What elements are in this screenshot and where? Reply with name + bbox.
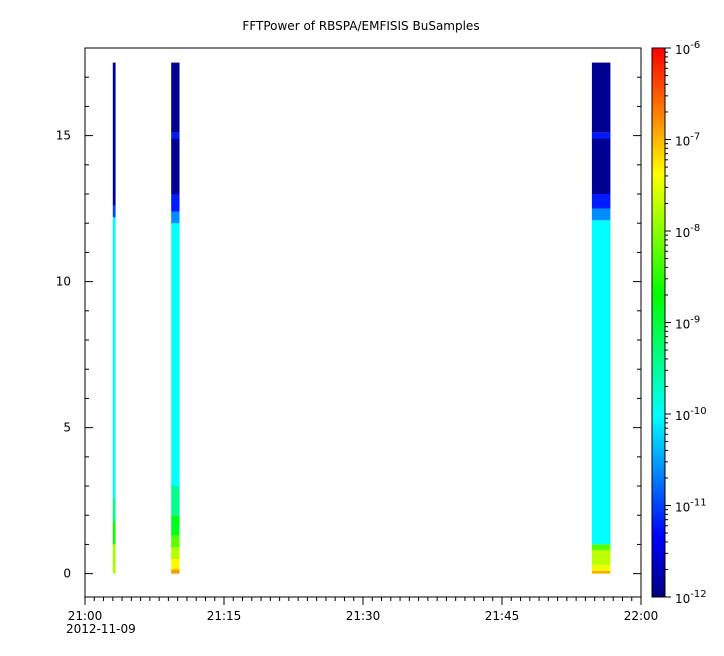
spectrogram-cell [591, 132, 611, 139]
x-axis-date-label: 2012-11-09 [66, 622, 136, 636]
spectrogram-cell [171, 194, 180, 212]
spectrogram-cell [591, 194, 611, 209]
spectrogram-cell [171, 132, 180, 139]
spectrogram-cell [591, 208, 611, 221]
spectrogram-cell [112, 544, 116, 574]
spectrogram-cell [591, 220, 611, 545]
y-axis: 0 5 10 15 [56, 47, 641, 581]
spectrogram-cell [171, 486, 180, 516]
chart-title: FFTPower of RBSPA/EMFISIS BuSamples [242, 19, 479, 33]
spectrogram-cell [591, 564, 611, 571]
colorbar-tick-label: 10-12 [675, 589, 707, 606]
x-tick-label: 21:15 [207, 609, 242, 623]
colorbar-tick-label: 10-10 [675, 406, 707, 423]
spectrogram-data [112, 62, 611, 574]
y-tick-label: 10 [56, 275, 71, 289]
spectrogram-cell [112, 497, 116, 522]
spectrogram-cell [171, 138, 180, 195]
colorbar-tick-label: 10-7 [675, 132, 700, 149]
spectrogram-cell [591, 570, 611, 574]
x-tick-label: 22:00 [624, 609, 659, 623]
spectrogram-cell [591, 138, 611, 195]
spectrogram-cell [112, 217, 116, 498]
spectrogram-cell [171, 515, 180, 536]
spectrogram-cell [171, 535, 180, 548]
y-tick-label: 15 [56, 129, 71, 143]
spectrogram-cell [171, 547, 180, 560]
spectrogram-cell [171, 211, 180, 224]
plot-frame [84, 47, 642, 598]
x-axis: 21:00 21:15 21:30 21:45 22:00 [68, 597, 659, 623]
spectrogram-cell [591, 62, 611, 133]
colorbar-tick-label: 10-9 [675, 315, 700, 332]
spectrogram-cell [112, 205, 116, 218]
colorbar-tick-label: 10-6 [675, 40, 700, 57]
colorbar-tick-label: 10-11 [675, 498, 707, 515]
y-tick-label: 5 [63, 421, 71, 435]
colorbar [651, 47, 666, 598]
spectrogram-cell [591, 544, 611, 551]
x-tick-label: 21:00 [68, 609, 103, 623]
colorbar-tick-label: 10-8 [675, 223, 700, 240]
spectrogram-cell [171, 559, 180, 570]
spectrogram-cell [171, 223, 180, 487]
colorbar-axis: 10-12 10-11 10-10 10-9 10-8 10-7 10-6 [665, 40, 707, 606]
spectrogram-cell [171, 62, 180, 133]
x-tick-label: 21:30 [346, 609, 381, 623]
y-tick-label: 0 [63, 567, 71, 581]
spectrogram-cell [171, 569, 180, 574]
spectrogram-cell [591, 550, 611, 565]
spectrogram-cell [112, 521, 116, 545]
spectrogram-cell [112, 62, 116, 206]
x-tick-label: 21:45 [485, 609, 520, 623]
